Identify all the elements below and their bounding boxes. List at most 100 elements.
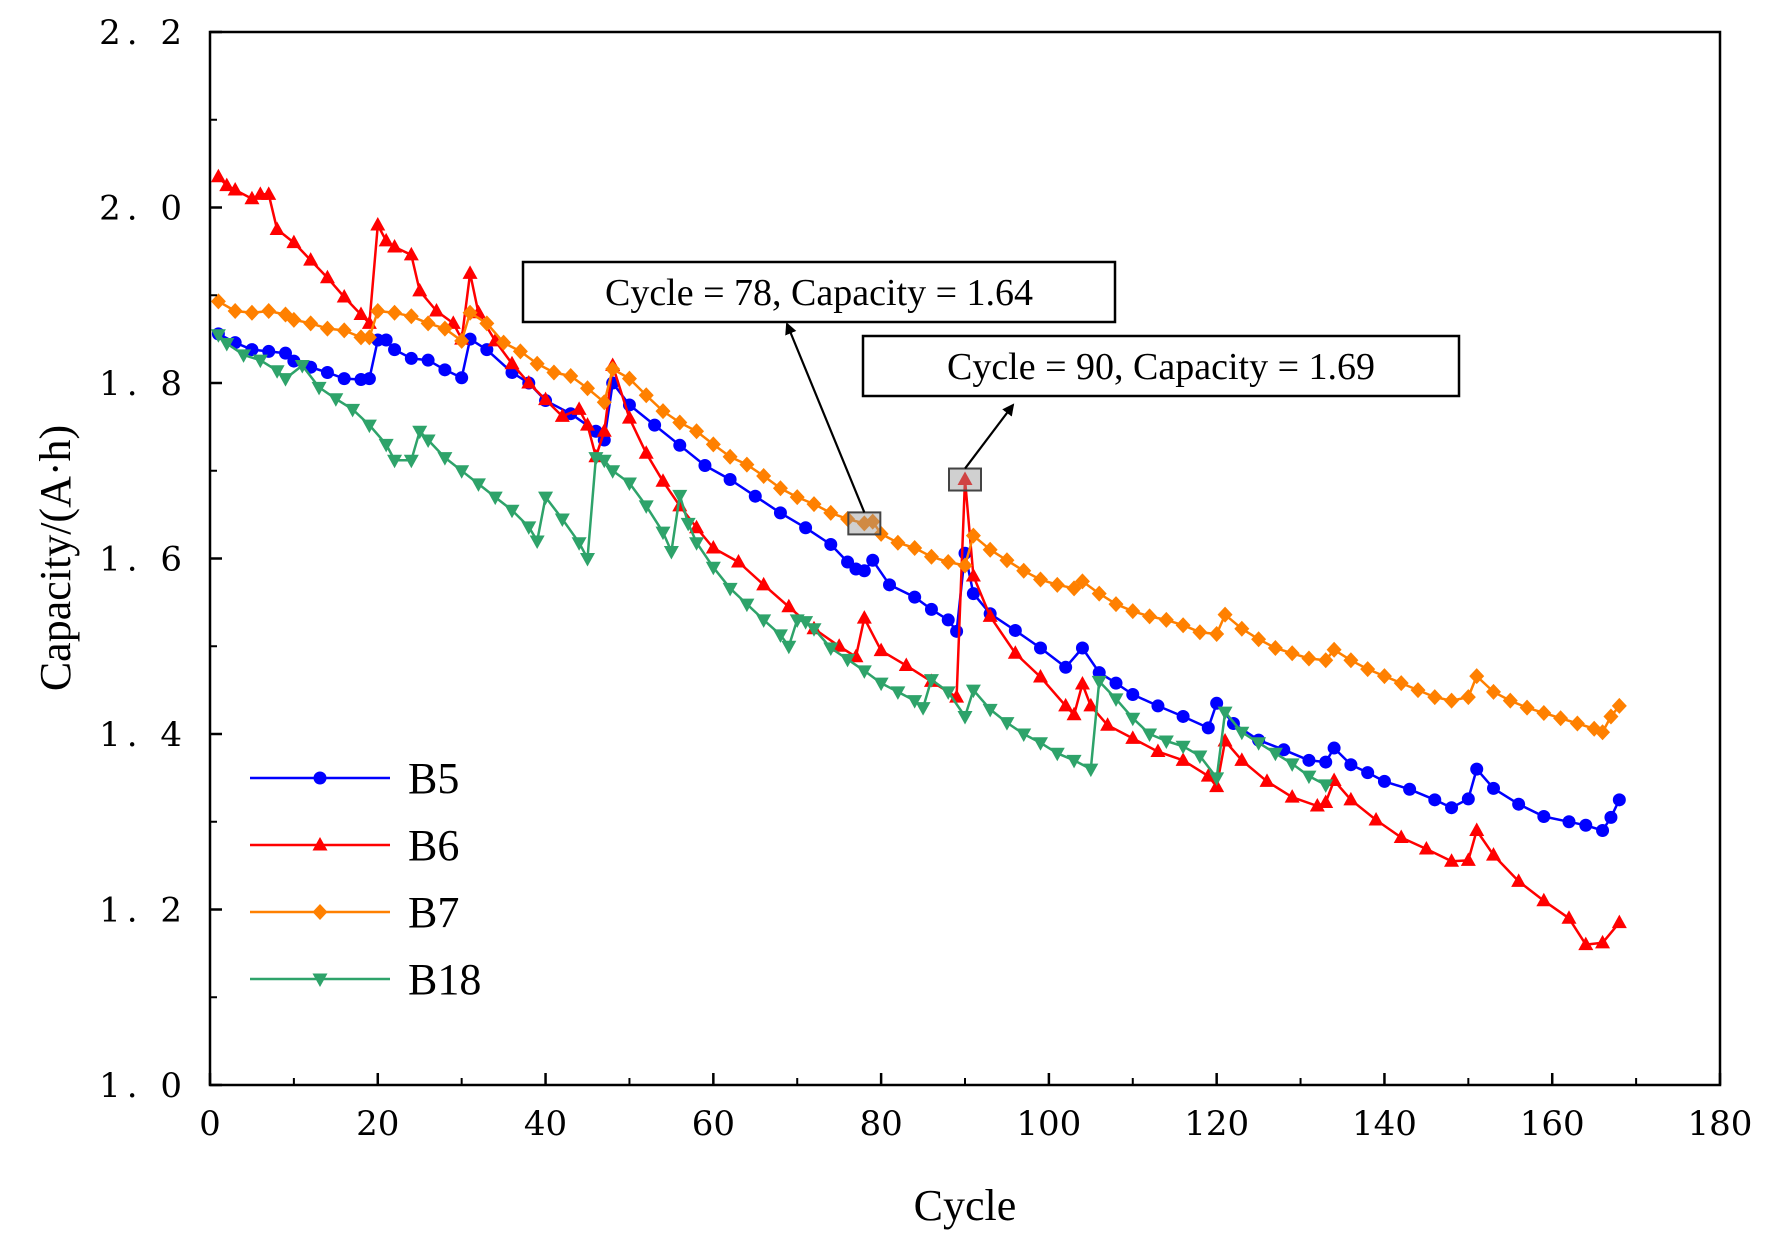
data-point bbox=[336, 322, 352, 339]
data-point bbox=[705, 539, 721, 554]
data-point bbox=[479, 315, 495, 332]
data-point bbox=[1343, 791, 1359, 806]
legend: B5 B6 B7 B18 bbox=[250, 754, 481, 1004]
data-point bbox=[388, 343, 402, 357]
data-point bbox=[437, 452, 453, 466]
legend-item-b7: B7 bbox=[250, 888, 459, 937]
data-point bbox=[1083, 697, 1099, 712]
data-point bbox=[278, 373, 293, 387]
data-point bbox=[529, 355, 545, 372]
data-point bbox=[823, 642, 839, 657]
data-point bbox=[521, 521, 537, 535]
annotation-layer: Cycle = 78, Capacity = 1.64 Cycle = 90, C… bbox=[521, 260, 1461, 536]
data-point bbox=[1519, 699, 1535, 716]
data-point bbox=[1100, 717, 1116, 731]
y-tick-label: 1. 6 bbox=[99, 540, 188, 580]
data-point bbox=[1217, 706, 1233, 721]
data-point bbox=[1612, 793, 1626, 807]
data-point bbox=[1301, 650, 1317, 667]
data-point bbox=[866, 553, 880, 567]
data-point bbox=[1267, 747, 1283, 762]
data-point bbox=[1344, 758, 1358, 772]
data-point bbox=[1142, 608, 1158, 625]
data-point bbox=[1192, 624, 1208, 641]
data-point bbox=[672, 414, 688, 431]
data-point bbox=[1319, 755, 1333, 769]
data-point bbox=[965, 684, 981, 699]
data-point bbox=[982, 608, 998, 622]
data-point bbox=[227, 181, 243, 196]
annotation-highlight-box bbox=[948, 467, 982, 492]
data-point bbox=[1326, 641, 1342, 658]
data-point bbox=[337, 372, 351, 386]
data-point bbox=[723, 473, 737, 487]
annotation-arrow bbox=[785, 322, 866, 513]
data-point bbox=[252, 354, 268, 369]
data-point bbox=[1553, 710, 1569, 727]
data-point bbox=[638, 500, 654, 514]
data-point bbox=[957, 710, 973, 725]
data-point bbox=[1327, 741, 1341, 755]
data-point bbox=[1049, 576, 1065, 593]
data-point bbox=[772, 480, 788, 497]
data-point bbox=[907, 695, 923, 709]
legend-item-b6: B6 bbox=[250, 821, 459, 870]
data-point bbox=[546, 364, 562, 381]
data-point bbox=[1251, 631, 1267, 648]
data-point bbox=[596, 454, 612, 469]
data-point bbox=[538, 491, 554, 506]
data-point bbox=[1428, 793, 1442, 807]
x-axis-title: Cycle bbox=[914, 1181, 1017, 1230]
data-point bbox=[873, 642, 889, 657]
x-tick-label: 100 bbox=[1016, 1104, 1081, 1144]
data-point bbox=[722, 448, 738, 465]
data-point bbox=[1234, 620, 1250, 637]
legend-marker bbox=[312, 904, 328, 920]
data-point bbox=[1234, 752, 1250, 766]
data-point bbox=[789, 489, 805, 506]
data-point bbox=[605, 465, 621, 479]
data-point bbox=[873, 677, 889, 692]
data-point bbox=[286, 311, 302, 328]
data-point bbox=[865, 513, 881, 530]
data-point bbox=[262, 344, 276, 358]
data-point bbox=[454, 332, 470, 349]
data-point bbox=[462, 304, 478, 321]
data-point bbox=[496, 334, 512, 351]
data-point bbox=[840, 653, 856, 668]
data-point bbox=[1512, 797, 1526, 811]
data-point bbox=[554, 408, 570, 422]
data-point bbox=[1569, 715, 1585, 732]
data-point bbox=[638, 445, 654, 459]
data-point bbox=[421, 353, 435, 367]
data-point bbox=[361, 329, 377, 346]
data-point bbox=[244, 304, 260, 321]
data-point bbox=[580, 417, 595, 431]
data-point bbox=[1200, 768, 1216, 782]
data-point bbox=[210, 168, 226, 183]
data-point bbox=[521, 375, 537, 389]
data-point bbox=[1049, 747, 1065, 762]
data-point bbox=[957, 471, 973, 486]
y-tick-label: 2. 0 bbox=[99, 189, 188, 229]
data-point bbox=[781, 598, 797, 613]
data-point bbox=[705, 561, 721, 576]
legend-item-b18: B18 bbox=[250, 955, 481, 1004]
data-point bbox=[378, 438, 394, 453]
data-point bbox=[1109, 676, 1123, 690]
data-point bbox=[361, 419, 377, 434]
data-point bbox=[1393, 675, 1409, 692]
x-tick-label: 40 bbox=[524, 1104, 567, 1144]
data-point bbox=[1075, 641, 1089, 655]
annotation-highlight-box bbox=[847, 511, 882, 536]
data-point bbox=[689, 519, 705, 534]
data-point bbox=[1536, 892, 1552, 907]
data-point bbox=[1603, 708, 1619, 725]
data-point bbox=[655, 473, 671, 487]
data-point bbox=[722, 582, 738, 597]
data-point bbox=[663, 545, 679, 560]
data-point bbox=[950, 624, 964, 638]
data-point bbox=[1461, 792, 1475, 806]
data-point bbox=[940, 554, 956, 571]
